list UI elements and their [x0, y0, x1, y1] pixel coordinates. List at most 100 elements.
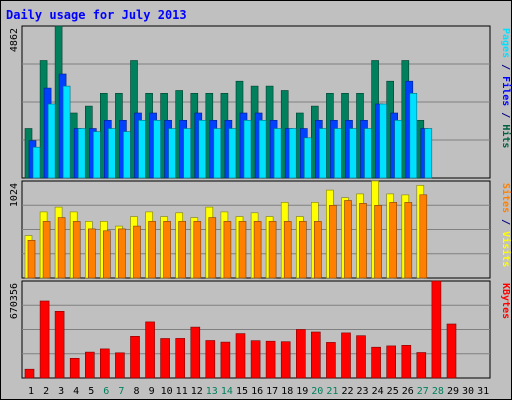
bar-sites-21	[329, 205, 337, 279]
bar-sites-13	[208, 217, 217, 279]
bar-pages-8	[138, 120, 146, 179]
bar-pages-4	[77, 128, 86, 179]
bar-sites-26	[404, 202, 413, 279]
bar-sites-1	[27, 240, 36, 279]
bar-kbytes-16	[250, 340, 261, 379]
bar-sites-11	[178, 221, 186, 279]
bar-sites-2	[42, 221, 51, 279]
day-label-19: 19	[296, 386, 308, 397]
day-labels: 1 2 3 4 5 6 7 8 9 10 11 12 13 14 15 16 17 18 19 20 21 22 23 24 2…	[28, 386, 489, 397]
day-label-17: 17	[266, 386, 278, 397]
bar-pages-7	[123, 131, 131, 179]
bar-kbytes-5	[85, 351, 95, 379]
day-label-13: 13	[206, 386, 218, 397]
bar-kbytes-4	[69, 357, 80, 379]
legend-entry: /	[500, 106, 511, 124]
bar-kbytes-8	[130, 335, 140, 379]
day-label-31: 31	[477, 386, 489, 397]
day-label-23: 23	[356, 386, 368, 397]
bar-pages-12	[198, 120, 207, 179]
bar-sites-18	[283, 221, 292, 279]
bar-pages-5	[93, 131, 101, 179]
bar-pages-22	[349, 128, 357, 179]
legend-entry: Hits	[500, 124, 512, 148]
legend-entry: Files	[500, 76, 512, 106]
panel-max-label: 1024	[9, 183, 20, 207]
bar-pages-27	[424, 128, 433, 179]
panel-top: 4862 Pages / Files / Hits	[9, 25, 512, 179]
day-label-10: 10	[161, 386, 173, 397]
day-label-12: 12	[191, 386, 203, 397]
bar-sites-25	[389, 202, 398, 279]
bar-pages-17	[273, 128, 282, 179]
bar-kbytes-21	[326, 342, 336, 379]
bar-pages-26	[409, 93, 418, 179]
panel-legend-label: KBytes	[500, 283, 511, 319]
bar-kbytes-9	[145, 321, 155, 379]
bar-pages-21	[334, 128, 342, 179]
bar-sites-8	[133, 225, 141, 279]
bar-kbytes-25	[386, 345, 397, 379]
bar-pages-9	[153, 120, 161, 179]
day-label-20: 20	[311, 386, 323, 397]
day-label-2: 2	[43, 386, 49, 397]
bar-kbytes-6	[100, 348, 110, 379]
legend-entry: Pages	[500, 28, 511, 58]
bar-sites-9	[148, 221, 156, 279]
legend-entry: Visits	[500, 231, 512, 267]
bar-sites-5	[88, 228, 96, 279]
day-label-9: 9	[149, 386, 155, 397]
bar-kbytes-14	[220, 341, 231, 379]
panel-max-label: 670356	[9, 283, 20, 319]
bar-pages-13	[213, 128, 222, 179]
panel-legend-label: Sites / Visits	[500, 183, 512, 267]
bar-kbytes-1	[24, 368, 35, 379]
bar-sites-27	[419, 194, 428, 279]
day-label-29: 29	[447, 386, 459, 397]
bar-kbytes-11	[175, 338, 185, 379]
day-label-4: 4	[73, 386, 79, 397]
bar-sites-17	[268, 221, 277, 279]
day-label-3: 3	[58, 386, 64, 397]
bar-sites-10	[163, 221, 171, 279]
bar-pages-11	[183, 128, 191, 179]
bar-pages-3	[62, 85, 71, 179]
bar-kbytes-20	[310, 331, 321, 379]
bar-sites-12	[193, 221, 202, 279]
day-label-27: 27	[417, 386, 429, 397]
day-label-1: 1	[28, 386, 34, 397]
bar-kbytes-15	[235, 333, 246, 379]
panel-max-label: 4862	[9, 28, 20, 52]
day-label-30: 30	[462, 386, 474, 397]
bar-pages-23	[364, 128, 372, 179]
bar-kbytes-13	[205, 340, 216, 379]
bar-kbytes-23	[356, 335, 366, 379]
bar-kbytes-10	[160, 338, 170, 379]
chart-panels: 4862 Pages / Files / Hits 1024 Sites / Visi…	[9, 25, 512, 379]
bar-sites-24	[374, 205, 382, 279]
bar-pages-2	[47, 103, 56, 179]
bar-pages-14	[228, 128, 237, 179]
bar-kbytes-28	[431, 280, 442, 379]
day-label-8: 8	[133, 386, 139, 397]
legend-entry: /	[500, 213, 511, 231]
day-label-7: 7	[118, 386, 124, 397]
chart-title: Daily usage for July 2013	[6, 8, 187, 22]
bar-sites-6	[103, 230, 111, 279]
bar-kbytes-12	[190, 326, 201, 379]
bar-sites-3	[57, 217, 66, 279]
bar-pages-15	[243, 120, 252, 179]
bar-pages-20	[318, 128, 327, 179]
bar-pages-6	[108, 128, 116, 179]
bar-sites-22	[344, 200, 352, 279]
bar-kbytes-29	[446, 323, 457, 379]
day-label-11: 11	[176, 386, 188, 397]
day-label-21: 21	[326, 386, 338, 397]
day-label-25: 25	[387, 386, 399, 397]
bar-pages-25	[394, 120, 403, 179]
day-label-16: 16	[251, 386, 263, 397]
bar-sites-4	[72, 221, 81, 279]
bar-pages-18	[288, 128, 297, 179]
day-label-14: 14	[221, 386, 233, 397]
